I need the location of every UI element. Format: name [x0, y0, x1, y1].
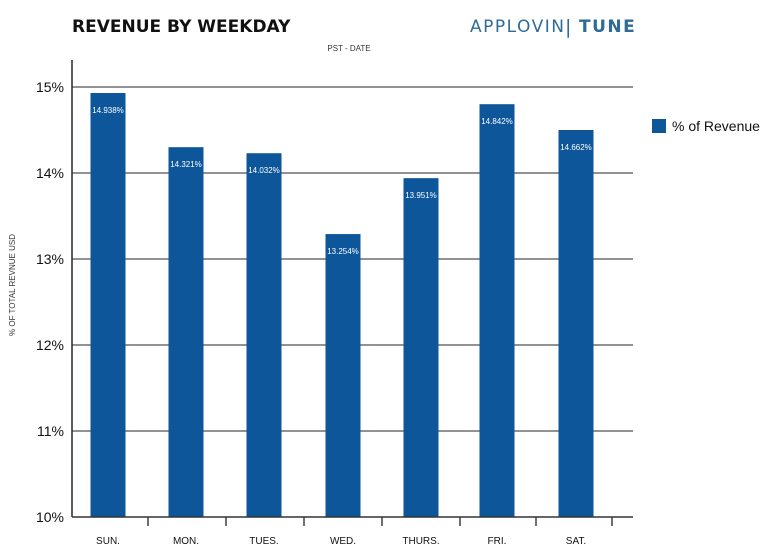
bar-fri [479, 104, 515, 517]
data-label: 14.321% [170, 160, 202, 169]
legend-swatch [652, 119, 666, 133]
x-tick-labels: SUN. MON. TUES. WED. THURS. FRI. SAT. [96, 536, 586, 547]
bar-sat [558, 130, 594, 517]
x-tick-label: TUES. [249, 536, 278, 547]
data-label: 14.662% [560, 143, 592, 152]
chart-title: REVENUE BY WEEKDAY [72, 17, 291, 37]
bar-wed [325, 234, 361, 517]
bar-tues [246, 153, 282, 517]
bar-mon [168, 147, 204, 517]
data-label: 13.951% [405, 191, 437, 200]
y-tick-labels: 10% 11% 12% 13% 14% 15% [36, 79, 64, 525]
y-tick-label: 13% [36, 251, 64, 267]
legend: % of Revenue [652, 118, 760, 134]
y-tick-label: 12% [36, 337, 64, 353]
bars [90, 93, 594, 518]
x-tick-label: MON. [173, 536, 199, 547]
x-tick-label: THURS. [402, 536, 439, 547]
bar-sun [90, 93, 126, 518]
x-tick-label: SAT. [566, 536, 586, 547]
x-tick-label: FRI. [488, 536, 507, 547]
y-tick-label: 11% [37, 423, 64, 439]
bar-thurs [403, 178, 439, 517]
x-tick-label: WED. [330, 536, 356, 547]
legend-label: % of Revenue [672, 118, 760, 134]
brand-logo: APPLOVIN | TUNE [470, 16, 636, 38]
brand-tune: TUNE [579, 17, 636, 37]
y-tick-label: 14% [36, 165, 64, 181]
brand-applovin: APPLOVIN [470, 17, 565, 37]
data-label: 14.032% [248, 166, 280, 175]
y-axis-label: % OF TOTAL REVNUE USD [8, 234, 17, 336]
chart-subtitle: PST - DATE [327, 44, 370, 53]
x-tick-label: SUN. [96, 536, 120, 547]
brand-separator: | [565, 16, 571, 38]
data-label: 14.938% [92, 106, 124, 115]
y-tick-label: 15% [36, 79, 64, 95]
data-label: 13.254% [327, 247, 359, 256]
y-tick-label: 10% [36, 509, 64, 525]
data-label: 14.842% [481, 117, 513, 126]
axes [71, 60, 633, 526]
data-labels: 14.938% 14.321% 14.032% 13.254% 13.951% 14.84… [92, 106, 592, 256]
